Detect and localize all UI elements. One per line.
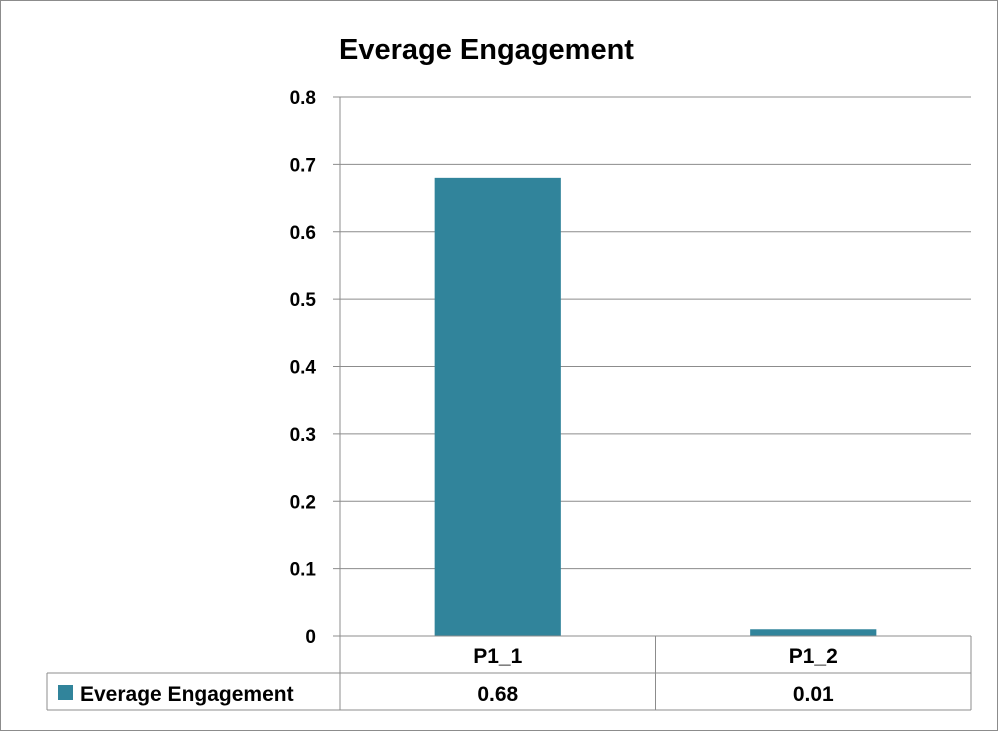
y-tick-label: 0.7 [290, 155, 316, 176]
legend-label: Everage Engagement [80, 683, 294, 706]
y-tick-label: 0.2 [290, 492, 316, 513]
gridlines [333, 96, 971, 637]
data-table-value: 0.68 [477, 683, 518, 706]
chart-title: Everage Engagement [339, 34, 634, 66]
y-tick-label: 0.1 [290, 560, 317, 581]
bars [434, 177, 877, 636]
y-tick-label: 0 [305, 627, 316, 648]
legend-key [58, 685, 73, 700]
data-table-value: 0.01 [793, 683, 834, 706]
y-tick-label: 0.5 [290, 290, 317, 311]
y-tick-label: 0.3 [290, 425, 316, 446]
bar [434, 177, 561, 636]
y-tick-label: 0.6 [290, 223, 316, 244]
x-tick-label: P1_1 [473, 645, 522, 668]
data-table: P1_1 0.68 P1_2 0.01 Everage Engagement [46, 635, 972, 711]
x-tick-label: P1_2 [789, 645, 838, 668]
bar [750, 629, 877, 636]
y-tick-label: 0.8 [290, 88, 316, 109]
y-axis-ticks: 0 0.1 0.2 0.3 0.4 0.5 0.6 0.7 0.8 [290, 88, 317, 648]
y-tick-label: 0.4 [290, 358, 317, 379]
